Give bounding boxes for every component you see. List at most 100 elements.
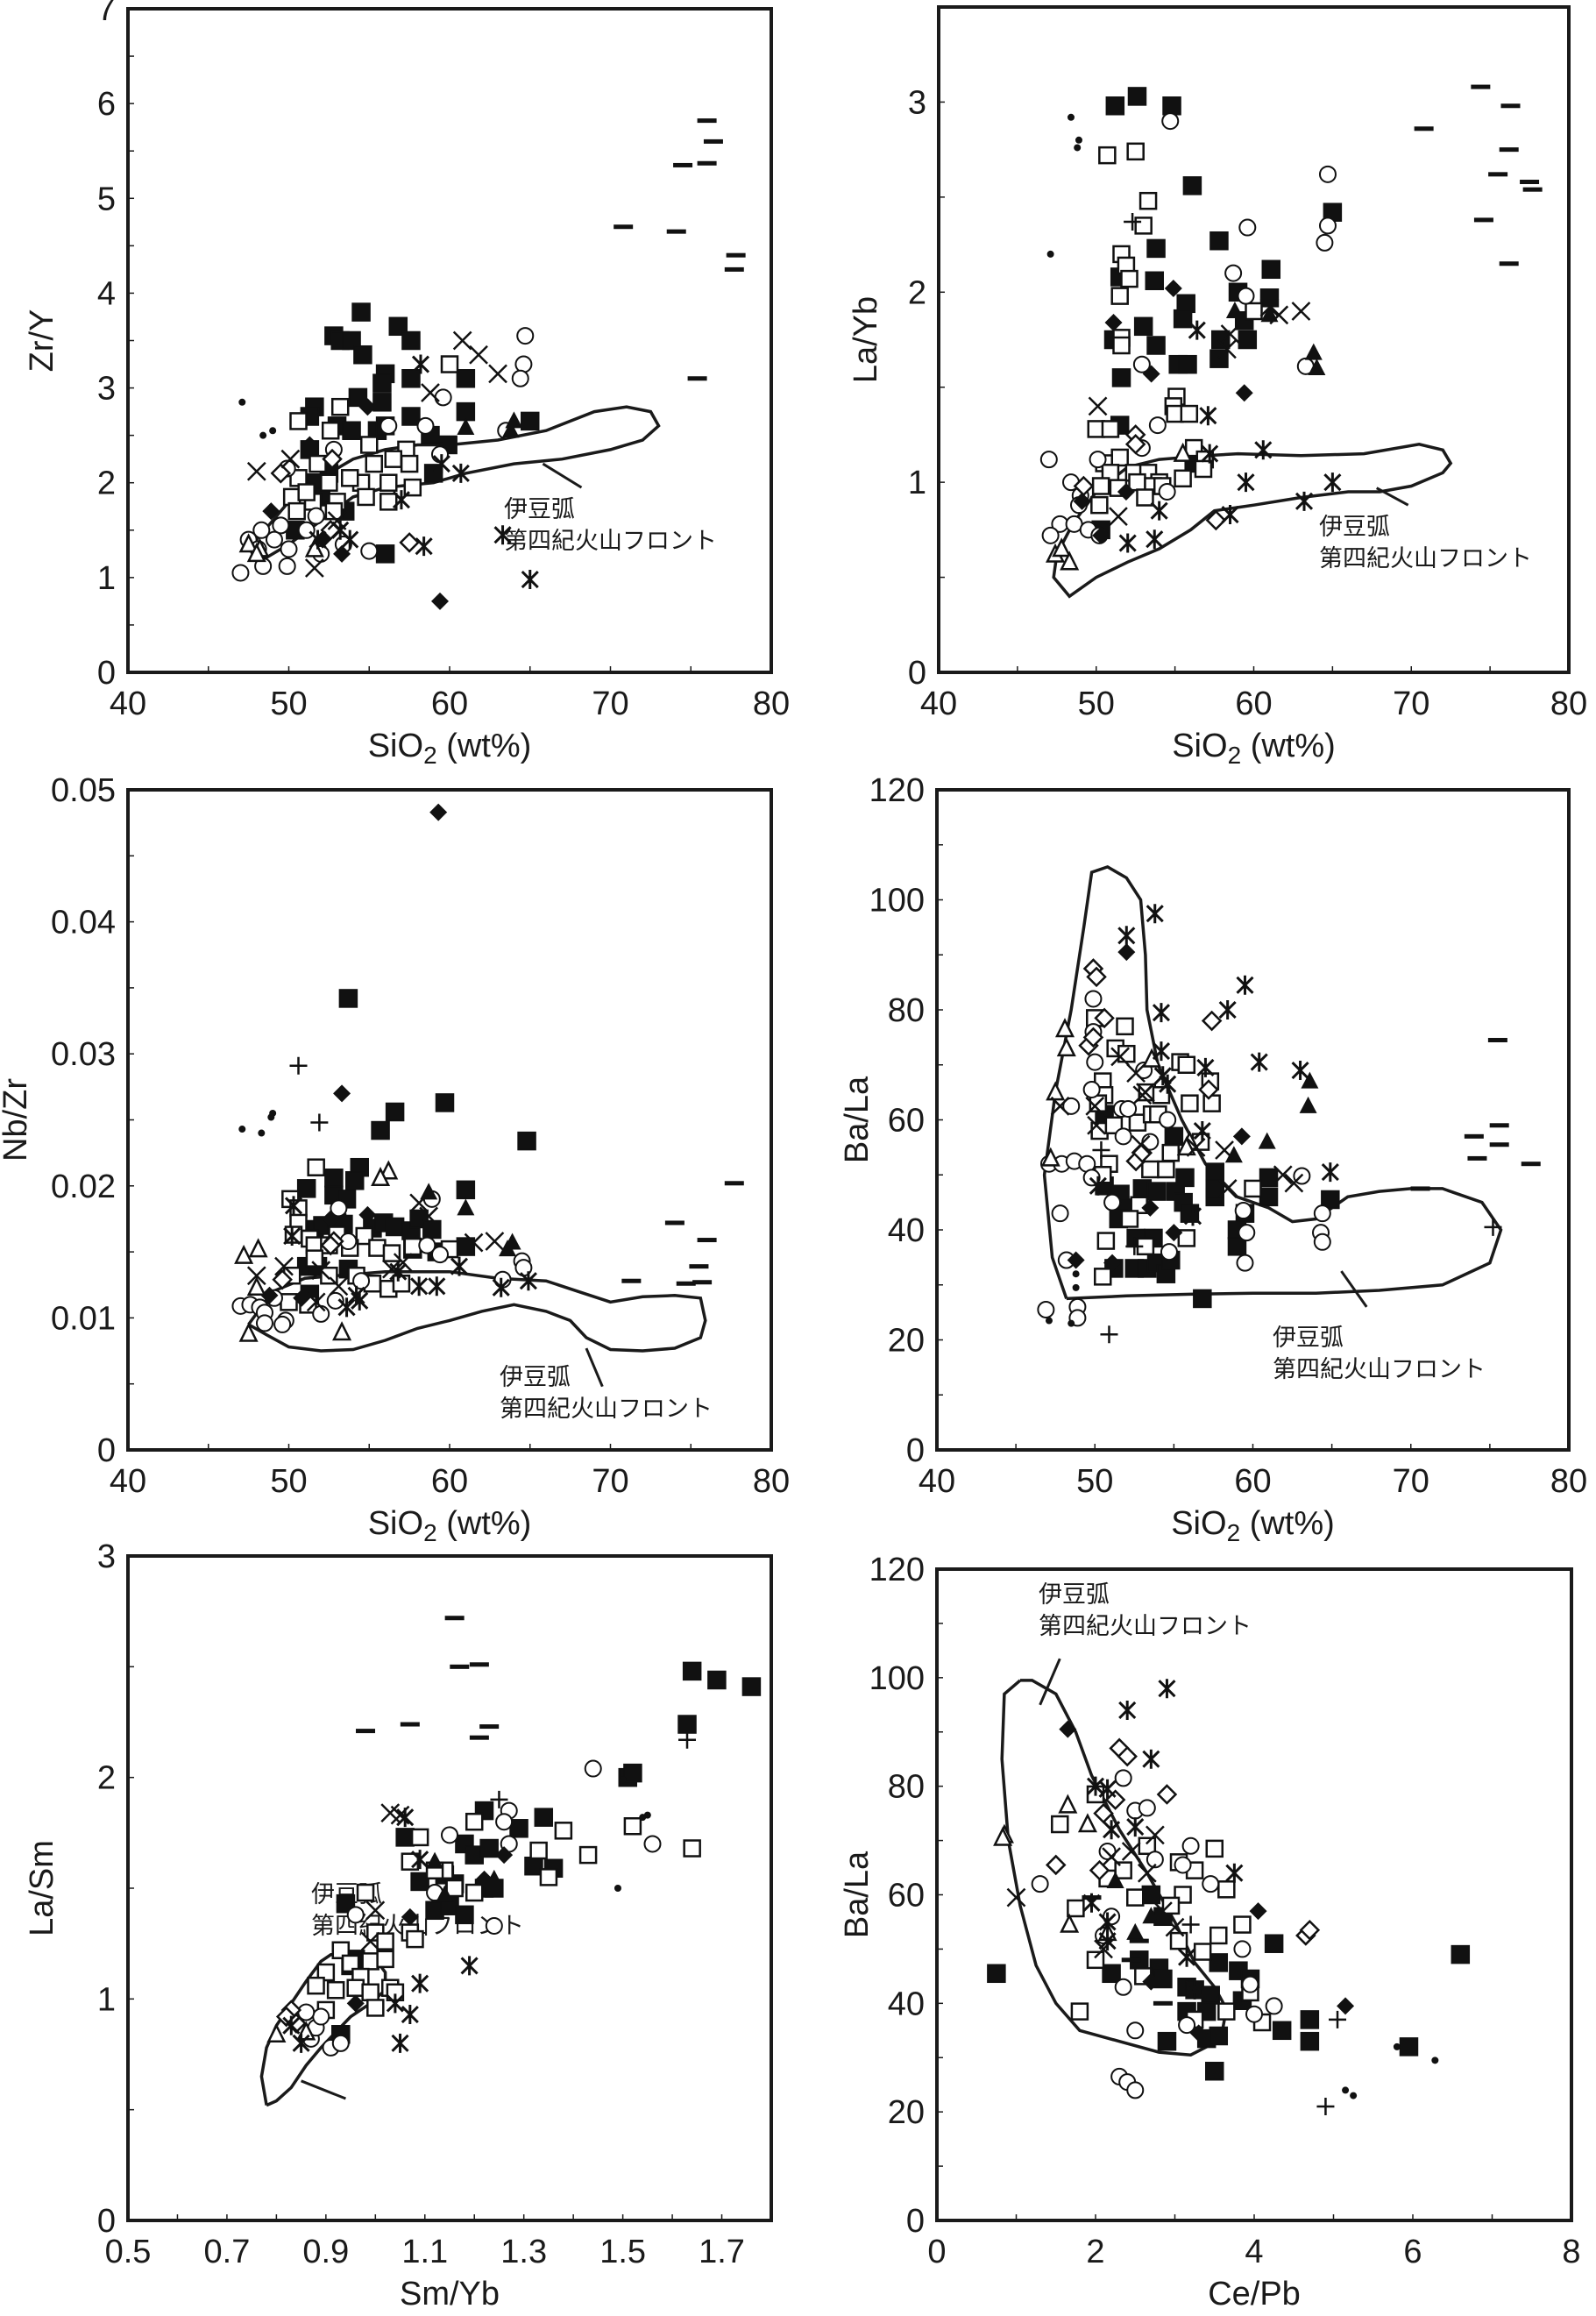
field-leader-line — [1039, 1658, 1061, 1706]
data-point-open-circle — [360, 542, 379, 560]
field-leader-line — [585, 1347, 604, 1388]
series-asterisk — [1082, 1679, 1244, 2000]
data-point-filled-square — [677, 1715, 697, 1734]
data-point-asterisk — [492, 1277, 510, 1297]
x-tick-label: 80 — [1550, 686, 1587, 722]
series-filled-diamond — [1059, 1720, 1355, 2042]
data-point-open-square — [340, 469, 359, 487]
data-point-open-square — [1138, 191, 1158, 210]
series-x-cross — [1088, 297, 1311, 527]
data-point-asterisk — [1323, 472, 1342, 493]
data-point-open-circle — [1245, 2005, 1263, 2023]
series-dot — [238, 398, 277, 439]
data-point-asterisk — [331, 520, 350, 540]
x-axis-label: SiO2 (wt%) — [1172, 728, 1336, 769]
data-point-asterisk — [347, 1285, 365, 1305]
y-tick-label: 40 — [888, 1986, 925, 2022]
data-point-asterisk — [428, 1276, 446, 1297]
data-point-open-square — [1070, 2002, 1089, 2021]
data-point-filled-diamond — [1067, 1251, 1085, 1269]
data-point-plus — [1100, 1325, 1118, 1344]
data-point-open-circle — [278, 557, 296, 575]
data-point-open-diamond — [1104, 1789, 1126, 1810]
data-point-open-circle — [1241, 1975, 1259, 1993]
data-point-open-circle — [1051, 1204, 1069, 1223]
data-point-open-circle — [1062, 1097, 1081, 1115]
data-point-dot — [1342, 2086, 1350, 2094]
data-point-filled-square — [388, 316, 408, 337]
data-point-open-square — [1126, 1888, 1145, 1907]
data-point-asterisk — [391, 2033, 409, 2053]
data-point-filled-square — [1205, 2061, 1224, 2081]
y-tick-label: 20 — [888, 2094, 925, 2131]
data-point-open-circle — [331, 2034, 350, 2052]
data-point-dash — [1489, 1123, 1509, 1128]
data-point-filled-diamond — [1142, 365, 1160, 383]
data-point-filled-square — [1201, 1986, 1220, 2005]
data-point-filled-triangle — [457, 1198, 475, 1216]
data-point-open-circle — [1146, 1851, 1164, 1869]
data-point-asterisk — [1186, 1979, 1204, 2000]
x-tick-label: 1.1 — [401, 2234, 448, 2270]
field-label-line2: 第四紀火山フロント — [500, 1396, 713, 1423]
data-point-open-square — [578, 1845, 598, 1865]
data-point-open-triangle — [248, 1238, 268, 1258]
x-tick-label: 1.7 — [699, 2234, 745, 2270]
izu-arc-volcanic-front-field — [247, 1269, 707, 1353]
y-tick-label: 0 — [97, 2203, 116, 2240]
series-filled-diamond — [260, 803, 448, 1307]
panel-ba-la-sio2: 40 50 60 70 80 0 20 40 60 80 100 120 SiO2 (wt%) Ba/La… — [839, 772, 1587, 1546]
data-point-x-cross — [419, 1206, 439, 1226]
data-point-open-triangle — [266, 2022, 287, 2043]
data-point-asterisk — [1188, 320, 1206, 340]
field-leader-line — [1340, 1270, 1368, 1308]
data-point-dash — [1500, 103, 1521, 109]
data-point-open-circle — [1114, 1769, 1132, 1787]
data-point-open-square — [1202, 1094, 1221, 1112]
data-point-open-square — [1177, 1055, 1196, 1074]
data-point-plus — [1092, 1141, 1110, 1160]
data-point-asterisk — [460, 1956, 479, 1976]
data-point-filled-square — [517, 1131, 536, 1151]
data-point-filled-square — [456, 369, 476, 388]
data-point-x-cross — [1145, 1825, 1165, 1845]
data-point-dot — [1068, 1319, 1075, 1327]
data-point-filled-square — [1321, 1190, 1340, 1210]
data-point-open-circle — [1265, 1997, 1283, 2015]
series-dash — [356, 1616, 500, 1740]
data-point-x-cross — [246, 461, 266, 481]
data-point-dash — [664, 1220, 685, 1225]
data-point-filled-diamond — [1189, 2024, 1208, 2042]
data-point-open-square — [1138, 1836, 1157, 1856]
data-point-open-circle — [1233, 1940, 1252, 1958]
data-point-filled-square — [1164, 1126, 1184, 1147]
panel-ba-la-cepb: 0 2 4 6 8020406080100120Ce/PbBa/La伊豆弧第四紀火山フロ… — [839, 1552, 1581, 2312]
data-point-open-circle — [1114, 1127, 1132, 1146]
data-point-open-circle — [1089, 451, 1107, 469]
data-point-asterisk — [309, 529, 327, 550]
series-filled-triangle — [420, 1183, 521, 1257]
y-axis-label: La/Sm — [24, 1840, 60, 1936]
data-point-asterisk — [1225, 1863, 1244, 1883]
data-point-filled-square — [1102, 1964, 1121, 1984]
data-point-filled-square — [521, 411, 540, 431]
y-tick-label: 0 — [97, 1432, 116, 1469]
data-point-asterisk — [1221, 505, 1239, 525]
data-point-dash — [1522, 187, 1543, 192]
data-point-asterisk — [1250, 1052, 1268, 1072]
series-filled-triangle — [1224, 1071, 1319, 1163]
data-point-x-cross — [1269, 305, 1289, 325]
data-point-plus — [1329, 2010, 1347, 2028]
data-point-x-cross — [1087, 1115, 1106, 1135]
data-point-asterisk — [432, 454, 450, 474]
data-point-open-square — [1134, 217, 1153, 235]
data-point-open-square — [330, 397, 350, 416]
data-point-open-square — [321, 421, 340, 440]
data-point-open-square — [1120, 1210, 1139, 1228]
data-point-open-circle — [1039, 451, 1058, 469]
series-dot — [614, 1776, 651, 1892]
x-tick-label: 50 — [1078, 686, 1115, 722]
data-point-open-triangle — [238, 533, 259, 553]
data-point-asterisk — [1098, 1931, 1117, 1951]
data-point-asterisk — [401, 2005, 419, 2025]
